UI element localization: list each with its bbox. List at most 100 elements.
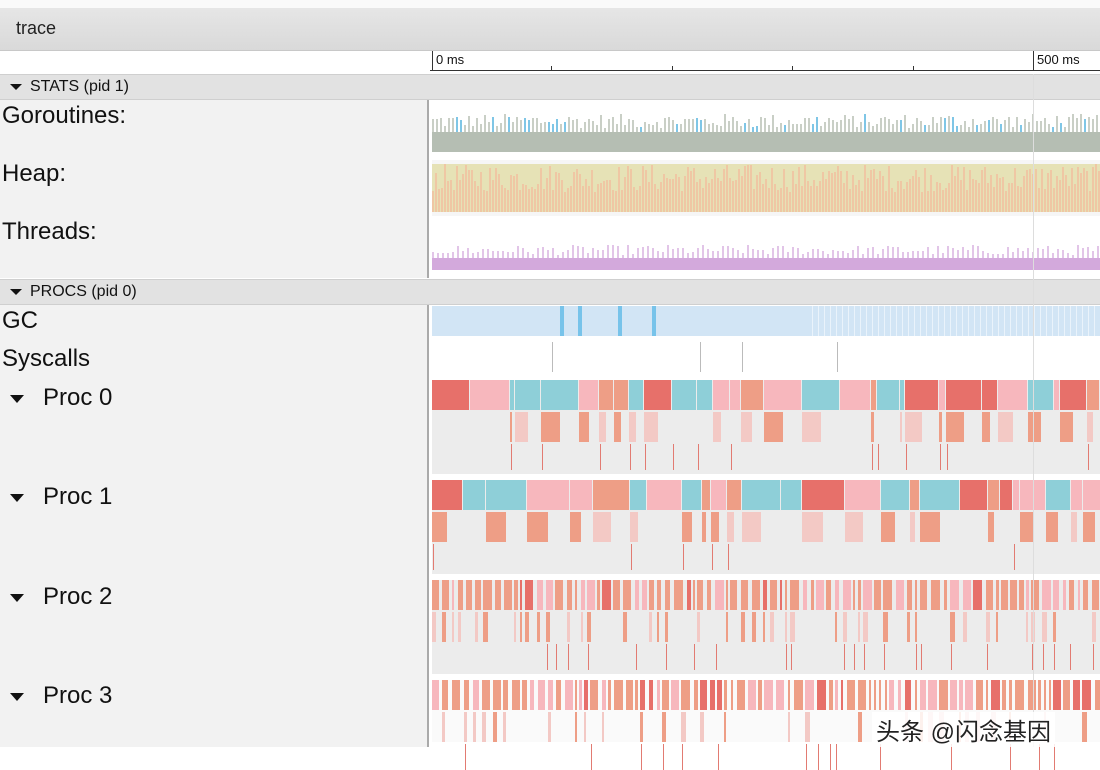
threads-spike	[782, 245, 784, 258]
proc-subspan	[599, 412, 606, 442]
proc-1-track[interactable]	[432, 480, 1100, 574]
gc-stripe	[878, 306, 879, 336]
proc-span	[1073, 680, 1080, 710]
proc-span	[672, 380, 696, 410]
goroutines-spike	[660, 127, 662, 132]
panel-divider[interactable]	[427, 305, 429, 747]
proc-marker	[1043, 644, 1044, 670]
threads-track[interactable]	[432, 232, 1100, 274]
goroutines-spike	[576, 119, 578, 132]
goroutines-spike	[612, 116, 614, 132]
proc-span	[702, 480, 710, 510]
syscall-event	[552, 342, 553, 372]
heap-spike	[675, 173, 677, 212]
gc-stripe	[812, 306, 813, 336]
proc-span	[858, 580, 861, 610]
heap-spike	[822, 171, 824, 212]
stats-section-header[interactable]: STATS (pid 1)	[0, 74, 1100, 100]
proc-span	[473, 680, 479, 710]
threads-spike	[712, 251, 714, 258]
proc-marker	[1010, 744, 1011, 770]
threads-spike	[957, 249, 959, 258]
threads-spike	[617, 245, 619, 258]
heap-spike	[432, 191, 434, 212]
gc-stripe	[1040, 306, 1041, 336]
goroutines-spike	[624, 125, 626, 132]
proc-marker	[836, 744, 837, 770]
threads-spike	[807, 252, 809, 258]
proc-3-expand-icon[interactable]	[10, 693, 24, 701]
proc-span	[847, 680, 855, 710]
threads-spike	[642, 247, 644, 258]
heap-spike	[561, 180, 563, 212]
panel-divider[interactable]	[427, 100, 429, 278]
goroutines-spike	[940, 117, 942, 132]
proc-marker	[636, 644, 637, 670]
proc-subspan	[514, 612, 516, 642]
goroutines-spike	[480, 124, 482, 132]
proc-span	[671, 680, 679, 710]
heap-spike	[870, 169, 872, 212]
heap-spike	[924, 168, 926, 212]
threads-spike	[537, 248, 539, 258]
heap-spike	[918, 177, 920, 212]
proc-span	[537, 580, 543, 610]
proc-2-track[interactable]	[432, 580, 1100, 674]
time-ruler[interactable]: 0 ms 500 ms	[430, 51, 1100, 73]
syscalls-track[interactable]	[432, 342, 1100, 374]
goroutines-spike	[1028, 122, 1030, 132]
heap-spike	[531, 186, 533, 212]
gc-stripe	[956, 306, 957, 336]
heap-spike	[780, 188, 782, 212]
goroutines-spike	[780, 123, 782, 132]
procs-section-header[interactable]: PROCS (pid 0)	[0, 279, 1100, 305]
heap-spike	[504, 187, 506, 212]
proc-subspan	[442, 712, 445, 742]
goroutines-spike	[608, 118, 610, 132]
proc-subspan	[702, 512, 706, 542]
heap-spike	[660, 181, 662, 212]
proc-span	[608, 680, 611, 710]
proc-span	[905, 680, 911, 710]
proc-span	[764, 680, 773, 710]
heap-spike	[720, 180, 722, 212]
collapse-triangle-icon[interactable]	[10, 84, 22, 90]
heap-spike	[579, 173, 581, 212]
threads-spike	[902, 251, 904, 258]
heap-spike	[996, 174, 998, 212]
heap-spike	[477, 185, 479, 212]
heap-spike	[684, 176, 686, 212]
heap-spike	[639, 185, 641, 212]
proc-span	[817, 680, 826, 710]
heap-spike	[813, 179, 815, 212]
threads-spike	[472, 252, 474, 258]
threads-spike	[952, 247, 954, 258]
gc-track[interactable]	[432, 306, 1100, 336]
proc-2-expand-icon[interactable]	[10, 594, 24, 602]
proc-span	[1031, 580, 1039, 610]
proc-span	[525, 580, 533, 610]
stats-section-label: STATS (pid 1)	[30, 78, 129, 95]
proc-span	[731, 680, 733, 710]
collapse-triangle-icon[interactable]	[10, 289, 22, 295]
threads-spike	[897, 247, 899, 258]
proc-span	[802, 480, 844, 510]
proc-subspan	[946, 412, 964, 442]
goroutines-spike	[676, 123, 678, 132]
proc-0-track[interactable]	[432, 380, 1100, 474]
goroutines-track[interactable]	[432, 112, 1100, 154]
heap-track[interactable]	[432, 160, 1100, 216]
heap-spike	[1089, 191, 1091, 212]
goroutines-spike	[792, 124, 794, 132]
proc-span	[593, 480, 629, 510]
proc-1-expand-icon[interactable]	[10, 494, 24, 502]
heap-spike	[1083, 168, 1085, 212]
threads-spike	[677, 247, 679, 258]
heap-spike	[552, 190, 554, 212]
heap-spike	[447, 180, 449, 212]
proc-0-expand-icon[interactable]	[10, 395, 24, 403]
proc-span	[546, 580, 553, 610]
goroutines-spike	[800, 123, 802, 132]
threads-spike	[457, 246, 459, 258]
threads-spike	[757, 250, 759, 258]
